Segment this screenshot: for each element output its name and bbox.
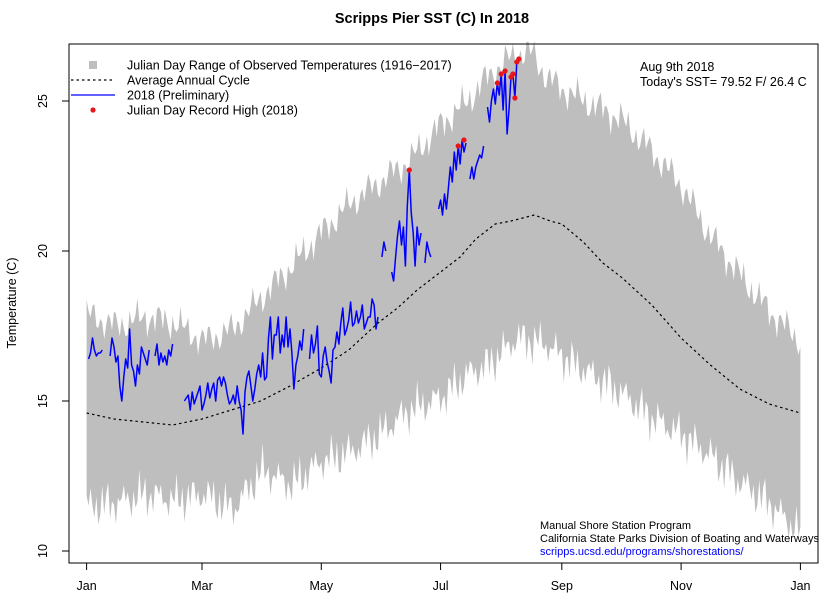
record-high-point-1	[455, 143, 461, 149]
observed-range-band	[86, 41, 801, 539]
average-annual-cycle	[86, 214, 801, 426]
record-high-point-3	[494, 80, 500, 86]
record-high-point-4	[498, 71, 504, 77]
legend-label-2: 2018 (Preliminary)	[127, 89, 229, 103]
y-tick-label-0: 10	[36, 544, 50, 558]
y-tick-label-3: 25	[36, 94, 50, 108]
series-2018-segment-1	[109, 328, 150, 402]
record-high-point-0	[406, 167, 412, 173]
x-tick-label-6: Jan	[790, 579, 810, 593]
legend: Julian Day Range of Observed Temperature…	[71, 59, 452, 118]
x-tick-label-3: Jul	[433, 579, 449, 593]
average-cycle-line	[86, 214, 801, 426]
y-tick-label-2: 20	[36, 244, 50, 258]
legend-label-3: Julian Day Record High (2018)	[127, 104, 298, 118]
series-2018-segment-4	[308, 298, 379, 384]
x-axis: Jan Mar May Jul Sep Nov Jan	[77, 562, 811, 593]
series-2018-segment-10	[486, 58, 520, 135]
series-2018-segment-6	[390, 169, 422, 282]
y-tick-label-1: 15	[36, 394, 50, 408]
series-2018-segment-3	[183, 316, 305, 435]
series-2018-segment-7	[424, 241, 432, 264]
series-2018-segment-8	[437, 139, 467, 216]
record-high-point-2	[461, 137, 467, 143]
record-high-point-8	[512, 95, 518, 101]
series-2018-segment-0	[87, 337, 103, 360]
record-high-point-5	[502, 68, 508, 74]
series-2018-segment-5	[381, 241, 387, 258]
chart-title: Scripps Pier SST (C) In 2018	[335, 11, 529, 27]
legend-key-range	[89, 61, 97, 69]
y-axis-label: Temperature (C)	[5, 258, 19, 349]
x-tick-label-0: Jan	[77, 579, 97, 593]
series-2018-segment-9	[469, 145, 485, 180]
observed-range-area	[86, 41, 801, 539]
x-tick-label-5: Nov	[670, 579, 693, 593]
legend-label-0: Julian Day Range of Observed Temperature…	[127, 59, 452, 73]
x-tick-label-2: May	[309, 579, 333, 593]
legend-key-record	[90, 107, 96, 113]
annotation-date: Aug 9th 2018	[640, 60, 714, 74]
record-high-point-7	[510, 71, 516, 77]
x-tick-label-1: Mar	[191, 579, 213, 593]
credit-program: Manual Shore Station Program	[540, 520, 691, 532]
record-high-point-10	[516, 56, 522, 62]
credit-division: California State Parks Division of Boati…	[540, 533, 819, 545]
x-tick-label-4: Sep	[551, 579, 573, 593]
annotation-today-sst: Today's SST= 79.52 F/ 26.4 C	[640, 75, 807, 89]
series-2018	[87, 58, 520, 435]
record-high-points	[406, 56, 522, 173]
credit-link[interactable]: scripps.ucsd.edu/programs/shorestations/	[540, 546, 745, 558]
legend-label-1: Average Annual Cycle	[127, 74, 250, 88]
y-axis: 10 15 20 25	[36, 94, 70, 558]
series-2018-segment-2	[154, 343, 174, 366]
